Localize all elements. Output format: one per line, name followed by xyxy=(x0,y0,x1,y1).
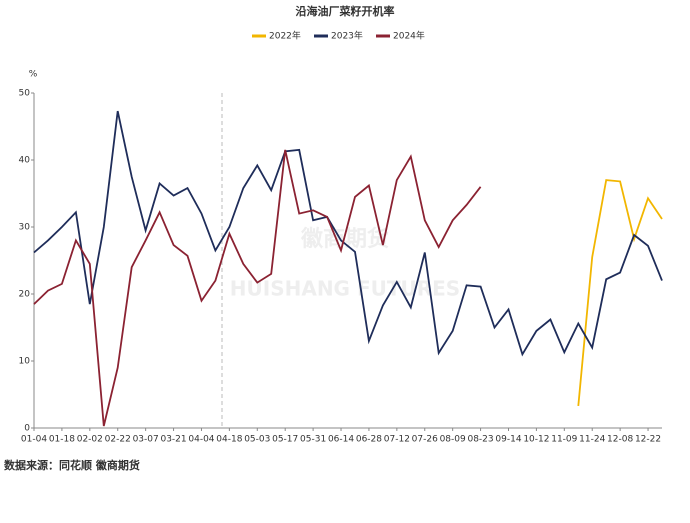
x-tick-label: 12-22 xyxy=(635,435,661,445)
y-unit: % xyxy=(29,70,38,80)
series-line xyxy=(33,149,482,427)
x-tick-label: 05-03 xyxy=(244,435,270,445)
x-tick-label: 06-14 xyxy=(328,435,354,445)
x-tick-label: 02-02 xyxy=(77,435,103,445)
x-tick-label: 01-18 xyxy=(49,435,75,445)
x-tick-label: 09-14 xyxy=(495,435,521,445)
x-tick-label: 10-12 xyxy=(523,435,549,445)
x-tick-label: 08-23 xyxy=(467,435,493,445)
y-tick-label: 0 xyxy=(24,424,30,434)
legend-label: 2024年 xyxy=(393,30,425,42)
x-tick-label: 03-07 xyxy=(133,435,159,445)
x-tick-label: 11-24 xyxy=(579,435,605,445)
y-tick-label: 10 xyxy=(19,357,31,367)
x-tick-label: 12-08 xyxy=(607,435,633,445)
x-tick-label: 05-17 xyxy=(272,435,298,445)
x-tick-label: 04-18 xyxy=(216,435,242,445)
x-tick-label: 08-09 xyxy=(440,435,466,445)
legend-label: 2023年 xyxy=(331,30,363,42)
x-tick-label: 07-26 xyxy=(412,435,438,445)
watermark: HUISHANG FUTURES xyxy=(230,277,460,301)
x-tick-label: 03-21 xyxy=(160,435,186,445)
x-tick-label: 06-28 xyxy=(356,435,382,445)
source: 数据来源：同花顺 徽商期货 xyxy=(4,458,140,472)
x-tick-label: 04-04 xyxy=(188,435,214,445)
chart-title: 沿海油厂菜籽开机率 xyxy=(296,4,395,18)
legend-label: 2022年 xyxy=(269,30,301,42)
x-tick-label: 01-04 xyxy=(21,435,47,445)
x-tick-label: 05-31 xyxy=(300,435,326,445)
x-tick-label: 11-09 xyxy=(551,435,577,445)
series-line xyxy=(33,110,663,357)
y-tick-label: 40 xyxy=(19,156,31,166)
x-tick-label: 07-12 xyxy=(384,435,410,445)
y-tick-label: 30 xyxy=(19,223,31,233)
y-tick-label: 50 xyxy=(19,89,31,99)
y-tick-label: 20 xyxy=(19,290,31,300)
series-line xyxy=(577,179,663,406)
x-tick-label: 02-22 xyxy=(105,435,131,445)
